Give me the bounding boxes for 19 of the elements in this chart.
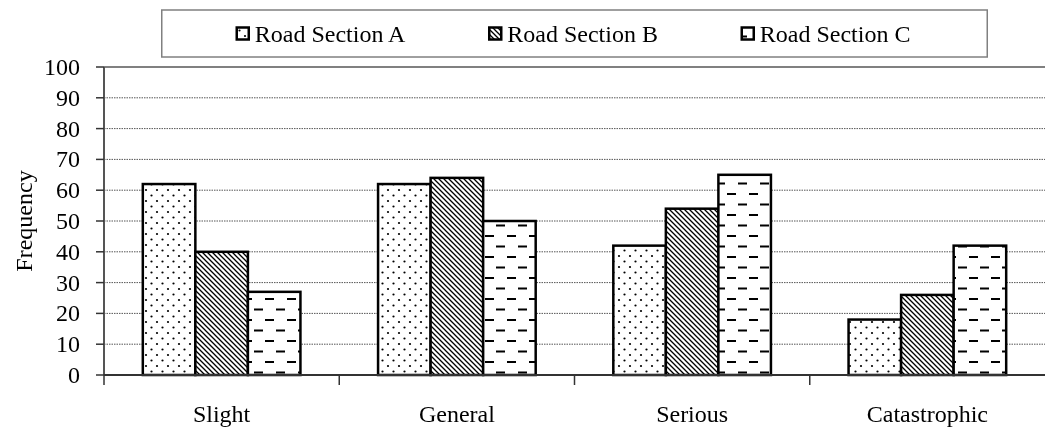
y-tick-label: 20 (56, 300, 80, 327)
y-tick-label: 70 (56, 146, 80, 173)
legend-label: Road Section C (759, 20, 911, 47)
x-tick-label: Serious (656, 401, 729, 427)
x-tick-label: General (418, 401, 496, 427)
y-tick-label: 80 (56, 115, 80, 142)
x-tick-label: Slight (192, 401, 251, 427)
y-tick-label: 60 (56, 177, 80, 204)
y-tick-label: 50 (56, 208, 80, 234)
y-tick-label: 40 (56, 238, 80, 265)
y-tick-label: 10 (56, 331, 80, 358)
y-tick-label: 100 (44, 54, 80, 80)
y-tick-label: 90 (56, 84, 80, 111)
y-tick-label: 30 (56, 269, 80, 296)
legend-label: Road Section A (254, 20, 407, 47)
x-tick-label: Catastrophic (866, 401, 989, 427)
legend-label: Road Section B (507, 20, 658, 47)
y-tick-label: 0 (68, 362, 80, 388)
y-axis-title: Frequency (11, 170, 37, 272)
